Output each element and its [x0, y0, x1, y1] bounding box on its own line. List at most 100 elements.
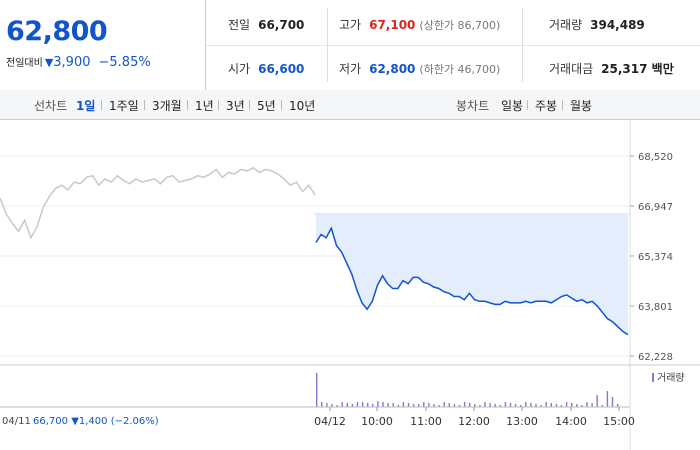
- tab-divider: [187, 100, 188, 110]
- volume-bar: [382, 402, 384, 407]
- volume-legend-label: 거래량: [657, 372, 685, 384]
- volume-bar: [509, 403, 512, 407]
- volume-bar: [474, 404, 476, 407]
- volume-bar: [372, 404, 374, 407]
- volume-bar: [550, 403, 552, 407]
- open-value: 66,600: [258, 62, 305, 76]
- amount-label: 거래대금: [549, 62, 594, 76]
- volume-bar: [428, 403, 430, 407]
- tab-daily-candle[interactable]: 일봉: [501, 99, 524, 113]
- volume-bar: [514, 404, 517, 407]
- volume-bar: [525, 402, 527, 407]
- high-label: 고가: [339, 18, 362, 32]
- prev-day-price: 66,700: [33, 416, 68, 427]
- volume-bar: [346, 403, 348, 407]
- volume-bar: [499, 405, 501, 407]
- tab-monthly-candle[interactable]: 월봉: [570, 99, 593, 113]
- x-tick-label: 13:00: [506, 415, 538, 428]
- low-value: 62,800: [369, 62, 416, 76]
- y-tick-label: 63,801: [638, 302, 673, 313]
- tab-divider: [527, 100, 528, 110]
- volume-cell: 거래량 394,489: [549, 16, 645, 33]
- volume-bar: [377, 401, 379, 407]
- prev-day-summary: 66,700 ▼1,400 (−2.06%): [33, 416, 159, 427]
- volume-bar: [336, 405, 338, 407]
- volume-bar: [361, 402, 364, 407]
- volume-bar: [484, 402, 486, 407]
- tab-1week[interactable]: 1주일: [109, 99, 139, 113]
- tab-divider: [218, 100, 219, 110]
- volume-bar: [581, 405, 583, 407]
- volume-bar: [591, 403, 593, 407]
- volume-bar: [402, 402, 405, 407]
- change-label: 전일대비: [6, 58, 43, 69]
- volume-bar: [367, 403, 369, 407]
- volume-bar: [601, 405, 603, 407]
- volume-value: 394,489: [590, 18, 645, 32]
- tab-1day[interactable]: 1일: [76, 99, 96, 113]
- stock-summary-header: 62,800 전일대비 ▼3,900 −5.85% 전일 66,700 고가 67,10…: [0, 0, 700, 91]
- tab-3month[interactable]: 3개월: [152, 99, 182, 113]
- intraday-price-chart: 68,520 66,947 65,374 63,801 62,228 거래량 04/12…: [0, 120, 700, 450]
- high-value: 67,100: [369, 18, 416, 32]
- volume-bar: [458, 405, 461, 407]
- tab-3year[interactable]: 3년: [226, 99, 245, 113]
- prev-close-label: 전일: [228, 18, 251, 32]
- volume-bar: [555, 404, 558, 407]
- volume-bar: [331, 404, 333, 407]
- volume-bar: [387, 403, 389, 407]
- volume-bar: [397, 405, 399, 407]
- volume-bar: [560, 405, 563, 407]
- chart-grid: [0, 155, 630, 357]
- x-tick-label: 14:00: [555, 415, 587, 428]
- volume-bar: [540, 405, 542, 407]
- volume-bar: [586, 402, 588, 407]
- change-percent: −5.85%: [98, 55, 151, 70]
- tab-weekly-candle[interactable]: 주봉: [535, 99, 558, 113]
- y-tick-label: 68,520: [638, 152, 673, 163]
- volume-bar: [571, 403, 573, 407]
- upper-limit: (상한가 86,700): [419, 19, 501, 32]
- volume-bar: [407, 403, 410, 407]
- x-tick-label: 04/12: [314, 415, 346, 428]
- x-axis-labels: 04/12 10:00 11:00 12:00 13:00 14:00 15:00: [314, 407, 635, 428]
- volume-bar: [392, 403, 394, 407]
- price-box: 62,800 전일대비 ▼3,900 −5.85%: [0, 0, 206, 90]
- high-price-cell: 고가 67,100 (상한가 86,700): [339, 16, 500, 33]
- tab-divider: [101, 100, 102, 110]
- volume-bar: [448, 403, 450, 407]
- volume-bar: [596, 395, 598, 407]
- volume-bar: [520, 405, 522, 407]
- prev-day-pct: (−2.06%): [111, 416, 159, 427]
- tab-divider: [281, 100, 282, 110]
- prev-day-date: 04/11: [2, 416, 31, 427]
- volume-bar: [412, 404, 415, 407]
- tab-10year[interactable]: 10년: [289, 99, 316, 113]
- current-price: 62,800: [6, 16, 108, 47]
- open-label: 시가: [228, 62, 251, 76]
- prev-close-value: 66,700: [258, 18, 305, 32]
- down-triangle-icon: ▼: [44, 56, 54, 69]
- prev-close-cell: 전일 66,700: [228, 16, 304, 33]
- volume-bar: [443, 402, 445, 407]
- volume-bar: [479, 405, 481, 407]
- x-tick-label: 11:00: [410, 415, 442, 428]
- low-label: 저가: [339, 62, 362, 76]
- x-tick-label: 12:00: [458, 415, 490, 428]
- today-price-area: [316, 213, 628, 335]
- lower-limit: (하한가 46,700): [419, 63, 501, 76]
- volume-bar: [433, 404, 435, 407]
- volume-bar: [611, 397, 614, 407]
- y-tick-label: 62,228: [638, 352, 673, 363]
- tab-divider: [144, 100, 145, 110]
- volume-bar: [535, 404, 537, 407]
- tab-5year[interactable]: 5년: [257, 99, 276, 113]
- volume-bar: [316, 373, 318, 407]
- tab-1year[interactable]: 1년: [195, 99, 214, 113]
- volume-legend-swatch: [652, 373, 654, 382]
- volume-bars: [316, 373, 619, 407]
- volume-bar: [423, 402, 425, 407]
- volume-bar: [489, 403, 491, 407]
- volume-bar: [321, 402, 323, 407]
- volume-bar: [463, 402, 466, 407]
